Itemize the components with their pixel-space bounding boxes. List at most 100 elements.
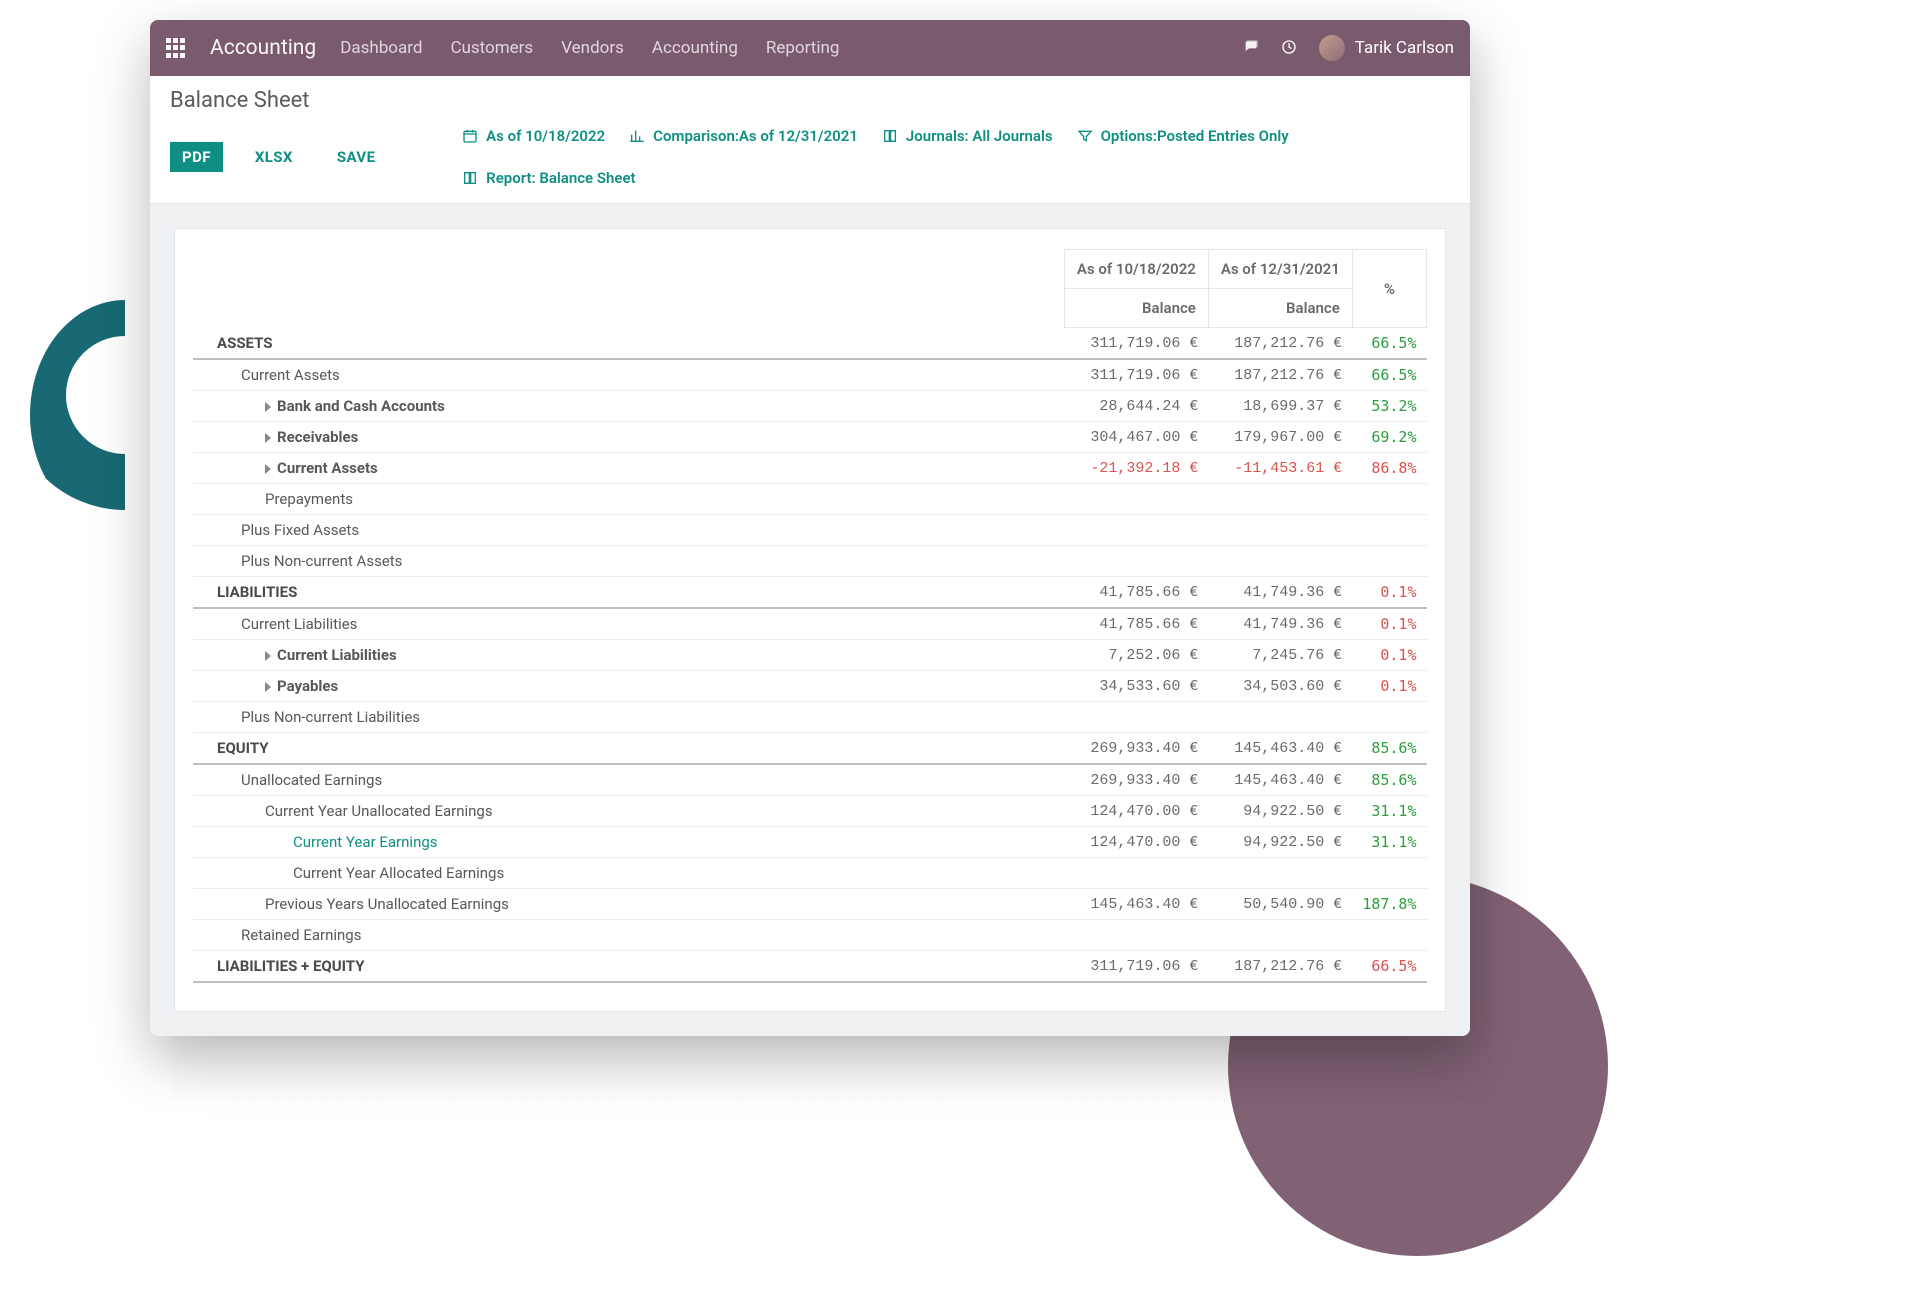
row-label[interactable]: ASSETS — [193, 328, 1064, 360]
table-row[interactable]: Plus Non-current Liabilities — [193, 702, 1427, 733]
table-row[interactable]: Current Liabilities7,252.06 €7,245.76 €0… — [193, 640, 1427, 671]
row-value-comparison — [1208, 858, 1352, 889]
row-value-current — [1064, 920, 1208, 951]
table-row[interactable]: Current Assets311,719.06 €187,212.76 €66… — [193, 359, 1427, 391]
col-balance-1: Balance — [1064, 289, 1208, 328]
export-xlsx-button[interactable]: XLSX — [243, 142, 305, 172]
row-label[interactable]: Previous Years Unallocated Earnings — [193, 889, 1064, 920]
table-row[interactable]: EQUITY269,933.40 €145,463.40 €85.6% — [193, 733, 1427, 765]
expand-caret-icon[interactable] — [265, 402, 271, 412]
row-label[interactable]: EQUITY — [193, 733, 1064, 765]
titlebar: Accounting Dashboard Customers Vendors A… — [150, 20, 1470, 76]
clock-icon[interactable] — [1281, 38, 1297, 58]
table-row[interactable]: Payables34,533.60 €34,503.60 €0.1% — [193, 671, 1427, 702]
nav-dashboard[interactable]: Dashboard — [340, 38, 422, 58]
row-label[interactable]: LIABILITIES — [193, 577, 1064, 609]
nav-customers[interactable]: Customers — [450, 38, 533, 58]
save-button[interactable]: SAVE — [325, 142, 388, 172]
row-label[interactable]: Plus Fixed Assets — [193, 515, 1064, 546]
expand-caret-icon[interactable] — [265, 651, 271, 661]
row-percent — [1352, 702, 1426, 733]
row-value-comparison: 18,699.37 € — [1208, 391, 1352, 422]
table-row[interactable]: ASSETS311,719.06 €187,212.76 €66.5% — [193, 328, 1427, 360]
filter-options[interactable]: Options:Posted Entries Only — [1077, 127, 1289, 145]
row-label[interactable]: Current Year Allocated Earnings — [193, 858, 1064, 889]
app-brand[interactable]: Accounting — [210, 36, 316, 60]
row-label-text: Current Year Earnings — [293, 833, 438, 851]
row-label[interactable]: Bank and Cash Accounts — [193, 391, 1064, 422]
table-row[interactable]: Current Year Unallocated Earnings124,470… — [193, 796, 1427, 827]
main-nav: Dashboard Customers Vendors Accounting R… — [340, 38, 839, 58]
table-row[interactable]: Receivables304,467.00 €179,967.00 €69.2% — [193, 422, 1427, 453]
row-percent — [1352, 920, 1426, 951]
row-label[interactable]: Payables — [193, 671, 1064, 702]
row-label-text: Receivables — [277, 428, 358, 446]
nav-reporting[interactable]: Reporting — [766, 38, 840, 58]
row-value-current — [1064, 484, 1208, 515]
apps-grid-icon[interactable] — [166, 38, 186, 58]
row-percent: 0.1% — [1352, 671, 1426, 702]
table-row[interactable]: Unallocated Earnings269,933.40 €145,463.… — [193, 764, 1427, 796]
row-label-text: ASSETS — [217, 334, 273, 352]
export-pdf-button[interactable]: PDF — [170, 142, 223, 172]
row-label[interactable]: Current Year Earnings — [193, 827, 1064, 858]
filter-as-of[interactable]: As of 10/18/2022 — [462, 127, 605, 145]
row-label[interactable]: Unallocated Earnings — [193, 764, 1064, 796]
filter-comparison[interactable]: Comparison:As of 12/31/2021 — [629, 127, 858, 145]
col-percent: % — [1352, 250, 1426, 328]
row-label[interactable]: Retained Earnings — [193, 920, 1064, 951]
table-row[interactable]: Retained Earnings — [193, 920, 1427, 951]
expand-caret-icon[interactable] — [265, 682, 271, 692]
row-percent: 85.6% — [1352, 764, 1426, 796]
table-row[interactable]: Previous Years Unallocated Earnings145,4… — [193, 889, 1427, 920]
chat-icon[interactable] — [1243, 38, 1259, 58]
filter-journals[interactable]: Journals: All Journals — [882, 127, 1053, 145]
row-label-text: LIABILITIES + EQUITY — [217, 957, 365, 975]
row-percent: 85.6% — [1352, 733, 1426, 765]
row-label-text: Prepayments — [265, 490, 353, 508]
row-label-text: Plus Fixed Assets — [241, 521, 359, 539]
nav-vendors[interactable]: Vendors — [561, 38, 624, 58]
row-percent: 66.5% — [1352, 951, 1426, 983]
col-as-of-comparison: As of 12/31/2021 — [1208, 250, 1352, 289]
row-label[interactable]: LIABILITIES + EQUITY — [193, 951, 1064, 983]
expand-caret-icon[interactable] — [265, 464, 271, 474]
table-row[interactable]: LIABILITIES + EQUITY311,719.06 €187,212.… — [193, 951, 1427, 983]
table-row[interactable]: Plus Non-current Assets — [193, 546, 1427, 577]
row-label[interactable]: Receivables — [193, 422, 1064, 453]
table-row[interactable]: Current Liabilities41,785.66 €41,749.36 … — [193, 608, 1427, 640]
row-value-comparison — [1208, 515, 1352, 546]
row-label[interactable]: Current Assets — [193, 453, 1064, 484]
row-percent: 0.1% — [1352, 640, 1426, 671]
balance-sheet-table: As of 10/18/2022 As of 12/31/2021 % Bala… — [193, 249, 1427, 983]
row-value-current: 41,785.66 € — [1064, 577, 1208, 609]
row-label[interactable]: Current Liabilities — [193, 608, 1064, 640]
row-label[interactable]: Prepayments — [193, 484, 1064, 515]
row-label[interactable]: Current Year Unallocated Earnings — [193, 796, 1064, 827]
expand-caret-icon[interactable] — [265, 433, 271, 443]
table-row[interactable]: Current Assets-21,392.18 €-11,453.61 €86… — [193, 453, 1427, 484]
row-value-current: 269,933.40 € — [1064, 764, 1208, 796]
row-label[interactable]: Current Assets — [193, 359, 1064, 391]
table-row[interactable]: Bank and Cash Accounts28,644.24 €18,699.… — [193, 391, 1427, 422]
row-value-current: 7,252.06 € — [1064, 640, 1208, 671]
user-menu[interactable]: Tarik Carlson — [1319, 35, 1454, 61]
row-label-text: Unallocated Earnings — [241, 771, 382, 789]
row-percent: 0.1% — [1352, 577, 1426, 609]
row-value-current: 311,719.06 € — [1064, 328, 1208, 360]
row-percent — [1352, 546, 1426, 577]
table-row[interactable]: Prepayments — [193, 484, 1427, 515]
row-label[interactable]: Current Liabilities — [193, 640, 1064, 671]
table-row[interactable]: Current Year Allocated Earnings — [193, 858, 1427, 889]
row-label[interactable]: Plus Non-current Liabilities — [193, 702, 1064, 733]
table-row[interactable]: LIABILITIES41,785.66 €41,749.36 €0.1% — [193, 577, 1427, 609]
row-percent — [1352, 858, 1426, 889]
table-row[interactable]: Plus Fixed Assets — [193, 515, 1427, 546]
row-label[interactable]: Plus Non-current Assets — [193, 546, 1064, 577]
row-value-comparison: 145,463.40 € — [1208, 733, 1352, 765]
col-balance-2: Balance — [1208, 289, 1352, 328]
table-row[interactable]: Current Year Earnings124,470.00 €94,922.… — [193, 827, 1427, 858]
filter-report[interactable]: Report: Balance Sheet — [462, 169, 635, 187]
report-paper: As of 10/18/2022 As of 12/31/2021 % Bala… — [174, 228, 1446, 1012]
nav-accounting[interactable]: Accounting — [652, 38, 738, 58]
